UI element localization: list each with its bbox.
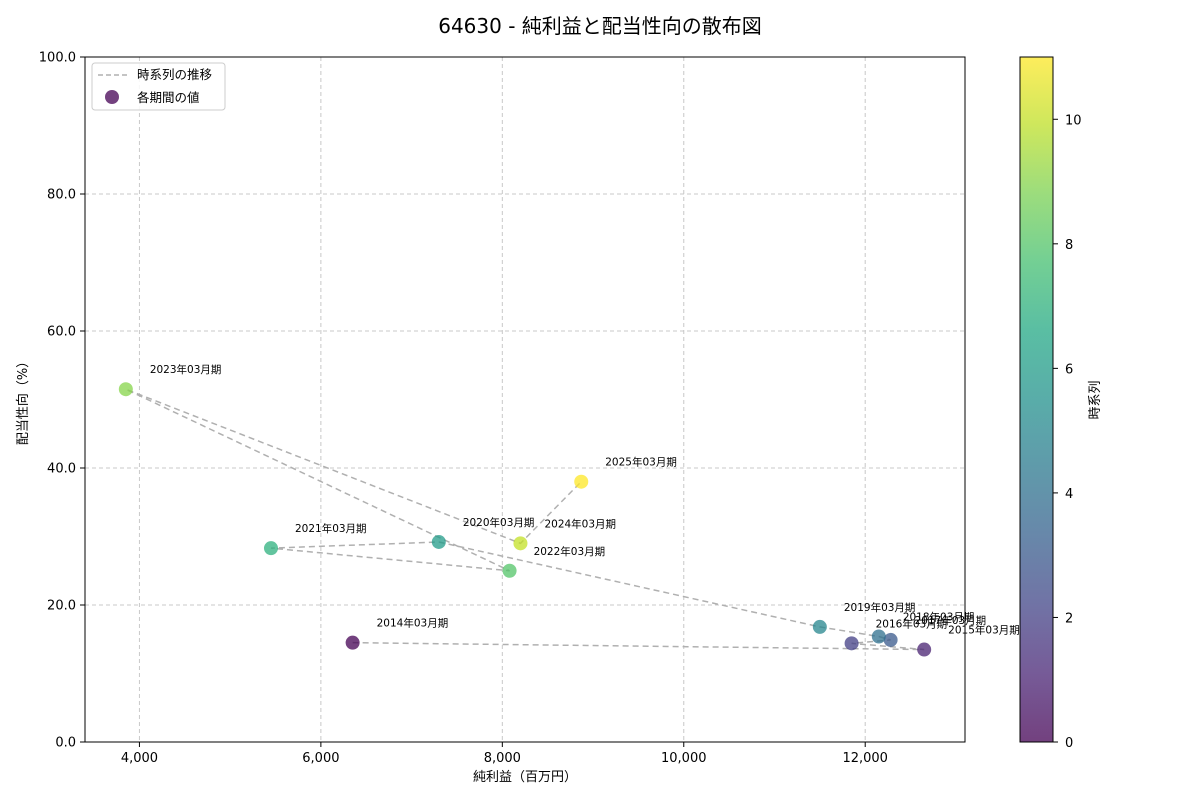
grid-layer bbox=[85, 57, 965, 742]
colorbar-ticks: 0 2 4 6 8 10 bbox=[1053, 113, 1082, 751]
data-point bbox=[118, 382, 133, 397]
x-axis-label: 純利益（百万円） bbox=[473, 770, 577, 785]
point-label: 2025年03月期 bbox=[605, 456, 677, 469]
point-label: 2018年03月期 bbox=[903, 611, 975, 624]
data-point bbox=[431, 534, 446, 549]
y-tick-label: 100.0 bbox=[39, 51, 76, 66]
x-tick-label: 6,000 bbox=[302, 751, 339, 766]
legend-marker-sample bbox=[105, 90, 119, 104]
point-layer bbox=[118, 382, 932, 657]
data-point bbox=[844, 636, 859, 651]
legend-marker-label: 各期間の値 bbox=[137, 90, 200, 105]
y-axis-label: 配当性向（%） bbox=[15, 355, 31, 445]
y-axis-ticks: 0.0 20.0 40.0 60.0 80.0 100.0 bbox=[39, 51, 85, 751]
point-label: 2024年03月期 bbox=[544, 517, 616, 530]
point-label: 2014年03月期 bbox=[377, 617, 449, 630]
trend-line bbox=[125, 388, 925, 651]
y-tick-label: 20.0 bbox=[47, 599, 76, 614]
colorbar-tick-label: 10 bbox=[1065, 113, 1082, 128]
point-label: 2015年03月期 bbox=[948, 624, 1020, 637]
x-tick-label: 10,000 bbox=[661, 751, 707, 766]
colorbar-tick-label: 4 bbox=[1065, 487, 1073, 502]
data-point bbox=[917, 642, 932, 657]
point-label: 2023年03月期 bbox=[150, 363, 222, 376]
colorbar-gradient bbox=[1019, 56, 1054, 743]
chart-title: 64630 - 純利益と配当性向の散布図 bbox=[438, 14, 762, 38]
x-tick-label: 8,000 bbox=[484, 751, 521, 766]
point-label: 2019年03月期 bbox=[844, 601, 916, 614]
point-label-layer: 2014年03月期 2015年03月期2016年03月期2017年03月期2018… bbox=[150, 363, 1020, 636]
x-axis-ticks: 4,000 6,000 8,000 10,000 12,000 bbox=[121, 742, 888, 766]
data-point bbox=[812, 619, 827, 634]
colorbar-tick-label: 2 bbox=[1065, 611, 1073, 626]
point-label: 2020年03月期 bbox=[463, 516, 535, 529]
data-point bbox=[345, 635, 360, 650]
data-point bbox=[513, 536, 528, 551]
colorbar: 0 2 4 6 8 10 時系列 bbox=[1019, 56, 1103, 751]
trend-line-layer bbox=[125, 388, 925, 651]
data-point bbox=[263, 541, 278, 556]
colorbar-label: 時系列 bbox=[1088, 380, 1103, 419]
legend-line-label: 時系列の推移 bbox=[137, 67, 212, 82]
plot-frame bbox=[84, 56, 966, 743]
point-label: 2017年03月期 bbox=[915, 614, 987, 627]
data-point bbox=[502, 563, 517, 578]
data-point bbox=[574, 474, 589, 489]
colorbar-tick-label: 8 bbox=[1065, 238, 1073, 253]
point-label: 2016年03月期 bbox=[876, 617, 948, 630]
x-tick-label: 12,000 bbox=[842, 751, 888, 766]
colorbar-tick-label: 0 bbox=[1065, 736, 1073, 751]
x-tick-label: 4,000 bbox=[121, 751, 158, 766]
point-label: 2021年03月期 bbox=[295, 522, 367, 535]
y-tick-label: 0.0 bbox=[55, 736, 76, 751]
y-tick-label: 80.0 bbox=[47, 188, 76, 203]
colorbar-tick-label: 6 bbox=[1065, 362, 1073, 377]
data-point bbox=[883, 632, 898, 647]
y-tick-label: 60.0 bbox=[47, 325, 76, 340]
data-point bbox=[871, 629, 886, 644]
legend: 時系列の推移 各期間の値 bbox=[91, 62, 226, 111]
point-label: 2022年03月期 bbox=[534, 545, 606, 558]
y-tick-label: 40.0 bbox=[47, 462, 76, 477]
